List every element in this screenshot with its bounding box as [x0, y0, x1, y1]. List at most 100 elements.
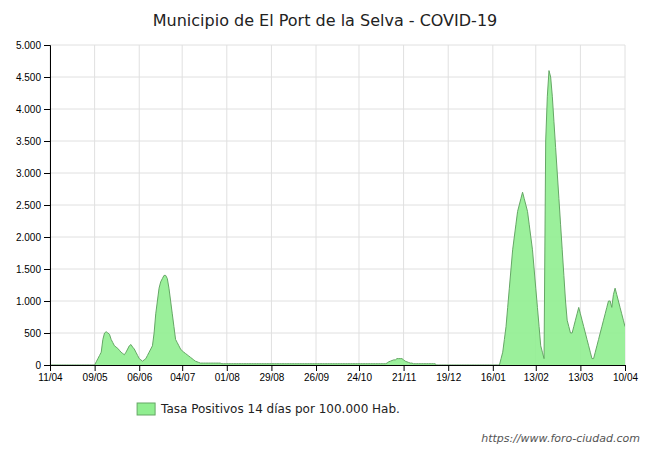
- tick-mark: [44, 77, 50, 78]
- tick-mark: [316, 365, 317, 371]
- grid-line: [625, 45, 626, 365]
- tick: 1.500: [16, 264, 50, 275]
- tick: 19/12: [436, 365, 461, 383]
- tick-label: 2.500: [16, 200, 41, 211]
- tick-mark: [44, 237, 50, 238]
- title: Municipio de El Port de la Selva - COVID…: [153, 11, 497, 30]
- tick-mark: [182, 365, 183, 371]
- tick: 13/02: [524, 365, 549, 383]
- legend-label: Tasa Positivos 14 días por 100.000 Hab.: [160, 402, 400, 416]
- tick-label: 19/12: [436, 372, 461, 383]
- tick: 26/09: [304, 365, 329, 383]
- tick-mark: [44, 141, 50, 142]
- tick-mark: [580, 365, 581, 371]
- tick-label: 500: [24, 328, 41, 339]
- tick: 21/11: [392, 365, 417, 383]
- tick: 4.500: [16, 72, 50, 83]
- tick-mark: [50, 365, 51, 371]
- tick-label: 1.500: [16, 264, 41, 275]
- line: [50, 71, 625, 365]
- tick-mark: [359, 365, 360, 371]
- grid-line: [139, 45, 140, 365]
- axis-line: [51, 366, 626, 372]
- tick: 3.500: [16, 136, 50, 147]
- tick: 2.500: [16, 200, 50, 211]
- grid-line: [50, 141, 625, 142]
- tick-label: 2.000: [16, 232, 41, 243]
- grid-line: [182, 45, 183, 365]
- chart: Municipio de El Port de la Selva - COVID…: [0, 0, 650, 450]
- tick: 04/07: [170, 365, 195, 383]
- plot: 0 500 1.000 1.500 2.000 2.500 3.000 3.500 4.000 4…: [16, 40, 638, 383]
- tick-mark: [404, 365, 405, 371]
- annotation: https://www.foro-ciudad.com: [481, 432, 640, 445]
- grid-line: [226, 45, 227, 365]
- tick-mark: [139, 365, 140, 371]
- axis-line: [44, 46, 51, 366]
- tick-mark: [95, 365, 96, 371]
- tick-mark: [44, 45, 50, 46]
- tick-label: 29/08: [259, 372, 284, 383]
- tick: 10/04: [613, 365, 638, 383]
- grid-line: [50, 237, 625, 238]
- tick-label: 4.000: [16, 104, 41, 115]
- tick-label: 11/04: [38, 372, 63, 383]
- legend-swatch: [137, 403, 155, 415]
- tick: 3.000: [16, 168, 50, 179]
- x-axis: 11/04 09/05 06/06 04/07 01/08 29/08 26/09 24/10…: [38, 365, 638, 383]
- tick: 5.000: [16, 40, 50, 51]
- tick-mark: [625, 365, 626, 371]
- tick-label: 1.000: [16, 296, 41, 307]
- tick: 09/05: [83, 365, 108, 383]
- grid-line: [50, 269, 625, 270]
- tick-mark: [493, 365, 494, 371]
- legend: Tasa Positivos 14 días por 100.000 Hab.: [137, 402, 400, 416]
- grid-line: [50, 77, 625, 78]
- tick-label: 13/02: [524, 372, 549, 383]
- grid-line: [50, 173, 625, 174]
- tick-mark: [448, 365, 449, 371]
- tick: 13/03: [568, 365, 593, 383]
- tick-mark: [44, 173, 50, 174]
- tick: 16/01: [481, 365, 506, 383]
- tick: 29/08: [259, 365, 284, 383]
- tick-label: 0: [35, 360, 41, 371]
- tick-mark: [227, 365, 228, 371]
- grid-line: [271, 45, 272, 365]
- tick-label: 3.500: [16, 136, 41, 147]
- grid: [50, 45, 625, 365]
- tick-mark: [271, 365, 272, 371]
- tick-label: 09/05: [83, 372, 108, 383]
- tick-mark: [44, 333, 50, 334]
- area: [50, 71, 625, 365]
- tick-label: 01/08: [215, 372, 240, 383]
- tick: 06/06: [127, 365, 152, 383]
- tick-mark: [44, 365, 50, 366]
- tick-label: 16/01: [481, 372, 506, 383]
- legend-item: Tasa Positivos 14 días por 100.000 Hab.: [137, 402, 400, 416]
- tick-label: 24/10: [347, 372, 372, 383]
- tick-label: 10/04: [613, 372, 638, 383]
- tick: 0: [35, 360, 50, 371]
- grid-line: [403, 45, 404, 365]
- tick-mark: [44, 109, 50, 110]
- tick-label: 13/03: [568, 372, 593, 383]
- tick: 2.000: [16, 232, 50, 243]
- tick-label: 06/06: [127, 372, 152, 383]
- grid-line: [50, 45, 625, 46]
- tick: 4.000: [16, 104, 50, 115]
- tick-mark: [44, 269, 50, 270]
- tick-mark: [44, 205, 50, 206]
- tick: 24/10: [347, 365, 372, 383]
- tick-label: 26/09: [304, 372, 329, 383]
- y-axis: 0 500 1.000 1.500 2.000 2.500 3.000 3.500 4.000 4…: [16, 40, 51, 371]
- tick: 1.000: [16, 296, 50, 307]
- tick-label: 04/07: [170, 372, 195, 383]
- grid-line: [316, 45, 317, 365]
- grid-line: [50, 301, 625, 302]
- tick-label: 4.500: [16, 72, 41, 83]
- tick-label: 3.000: [16, 168, 41, 179]
- grid-line: [358, 45, 359, 365]
- tick: 11/04: [38, 365, 63, 383]
- grid-line: [448, 45, 449, 365]
